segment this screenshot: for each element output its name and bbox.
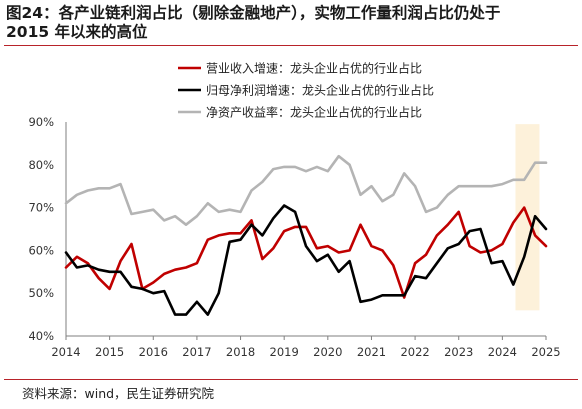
series-line-net-profit-growth xyxy=(64,204,548,316)
y-tick-label: 90% xyxy=(28,115,54,129)
series-line-revenue-growth xyxy=(64,206,548,299)
x-tick-label: 2023 xyxy=(444,345,473,359)
x-tick-label: 2016 xyxy=(139,345,168,359)
x-tick-label: 2025 xyxy=(531,345,560,359)
x-tick-label: 2024 xyxy=(488,345,517,359)
y-tick-label: 70% xyxy=(28,201,54,215)
x-tick-label: 2018 xyxy=(226,345,255,359)
title-line-1: 图24：各产业链利润占比（剔除金融地产），实物工作量利润占比仍处于 xyxy=(6,4,501,22)
title-line-2: 2015 年以来的高位 xyxy=(6,23,148,41)
x-tick-label: 2015 xyxy=(95,345,124,359)
x-tick-label: 2017 xyxy=(182,345,211,359)
source-note: 资料来源：wind，民生证券研究院 xyxy=(22,386,215,401)
title-divider xyxy=(4,45,578,46)
x-tick-label: 2014 xyxy=(51,345,80,359)
x-tick-label: 2019 xyxy=(270,345,299,359)
y-tick-label: 50% xyxy=(28,286,54,300)
chart-title: 图24：各产业链利润占比（剔除金融地产），实物工作量利润占比仍处于 2015 年… xyxy=(6,4,576,42)
y-tick-label: 60% xyxy=(28,243,54,257)
x-tick-label: 2022 xyxy=(400,345,429,359)
legend-label-roe: 净资产收益率：龙头企业占优的行业占比 xyxy=(206,105,422,120)
y-tick-label: 80% xyxy=(28,158,54,172)
source-divider xyxy=(4,379,578,380)
y-tick-label: 40% xyxy=(28,329,54,343)
legend-label-net-profit-growth: 归母净利润增速：龙头企业占优的行业占比 xyxy=(206,83,434,98)
x-tick-label: 2021 xyxy=(357,345,386,359)
legend-label-revenue-growth: 营业收入增速：龙头企业占优的行业占比 xyxy=(206,61,422,76)
series-line-roe xyxy=(64,154,548,226)
x-tick-label: 2020 xyxy=(313,345,342,359)
